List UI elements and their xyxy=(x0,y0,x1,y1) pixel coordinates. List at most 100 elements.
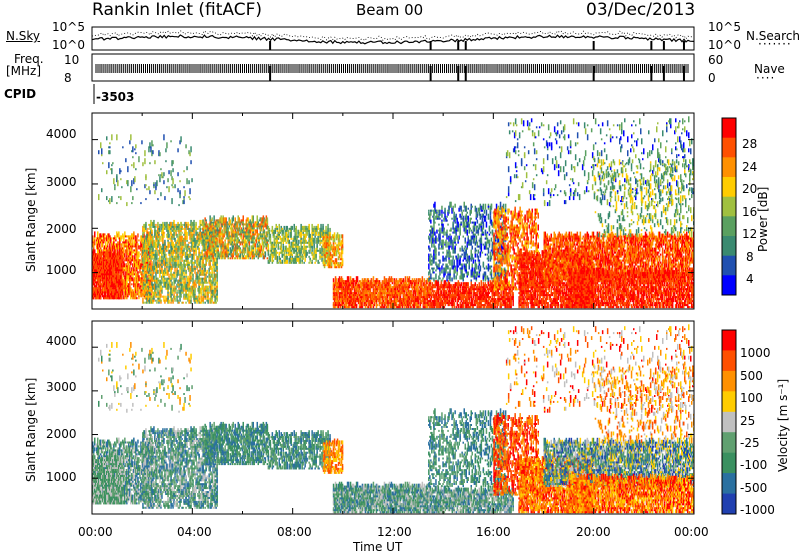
power-cell xyxy=(96,257,98,260)
power-cell xyxy=(112,287,114,290)
velocity-cell xyxy=(144,476,146,481)
power-cell xyxy=(95,293,97,300)
power-cell xyxy=(128,265,130,270)
velocity-cell xyxy=(124,482,126,485)
power-cell xyxy=(147,259,149,266)
power-cbar-tick-8: 8 xyxy=(746,250,754,264)
velocity-cell xyxy=(115,496,117,501)
velocity-cell xyxy=(131,449,133,456)
velocity-cell xyxy=(150,445,152,450)
velocity-cell xyxy=(120,484,122,487)
velocity-cell xyxy=(100,455,102,458)
power-cell xyxy=(116,243,118,248)
velocity-cell xyxy=(106,492,108,495)
power-cell xyxy=(143,245,145,252)
power-cell xyxy=(111,261,113,266)
velocity-cell xyxy=(93,455,95,462)
power-cell xyxy=(121,257,123,260)
power-cell xyxy=(93,287,95,290)
power-ytick-3000: 3000 xyxy=(46,175,77,189)
power-cell xyxy=(102,251,104,256)
velocity-cell xyxy=(99,439,101,446)
power-cell xyxy=(138,251,140,258)
velocity-cell xyxy=(106,441,108,444)
velocity-cell xyxy=(96,461,98,464)
power-cell xyxy=(150,247,152,250)
velocity-cell xyxy=(117,500,119,503)
power-cell xyxy=(138,275,140,282)
velocity-cell xyxy=(150,487,152,491)
power-cell xyxy=(92,275,94,278)
power-cell xyxy=(110,285,112,292)
velocity-cell xyxy=(155,485,157,488)
power-cell xyxy=(155,293,157,296)
power-cell xyxy=(134,253,136,256)
power-cell xyxy=(118,271,120,274)
velocity-cell xyxy=(100,478,102,481)
velocity-cell xyxy=(154,434,156,440)
power-cell xyxy=(130,235,132,240)
power-cell xyxy=(139,259,141,262)
velocity-cell xyxy=(124,474,126,477)
velocity-cell xyxy=(145,500,147,503)
velocity-cell xyxy=(142,491,144,495)
velocity-cell xyxy=(107,443,109,448)
power-cell xyxy=(180,233,182,236)
power-cell xyxy=(148,231,150,236)
velocity-cbar-tick-25: 25 xyxy=(740,414,755,428)
power-cell xyxy=(100,267,102,270)
power-cell xyxy=(156,253,158,256)
power-cell xyxy=(100,263,102,266)
power-cell xyxy=(100,247,102,250)
power-cell xyxy=(105,273,107,276)
power-cell xyxy=(101,243,103,248)
velocity-cell xyxy=(100,463,102,466)
power-cell xyxy=(136,257,138,260)
power-cell xyxy=(149,247,151,254)
power-cell xyxy=(134,277,136,282)
power-cell xyxy=(121,289,123,292)
velocity-cell xyxy=(173,477,175,480)
velocity-cell xyxy=(149,500,151,505)
velocity-cell xyxy=(102,490,104,493)
velocity-cell xyxy=(106,453,108,456)
velocity-cell xyxy=(184,483,186,490)
power-cell xyxy=(124,253,126,258)
power-cell xyxy=(96,245,98,248)
power-cell xyxy=(117,255,119,262)
velocity-cell xyxy=(149,443,151,450)
power-cell xyxy=(180,293,182,296)
velocity-cell xyxy=(147,502,149,507)
velocity-cell xyxy=(115,488,117,495)
velocity-cell xyxy=(123,484,125,491)
power-cell xyxy=(114,293,116,296)
velocity-cell xyxy=(142,473,144,478)
power-cell xyxy=(140,245,142,252)
velocity-cell xyxy=(150,447,152,454)
velocity-cell xyxy=(126,463,128,467)
velocity-cell xyxy=(146,451,148,456)
velocity-cell xyxy=(153,463,155,466)
power-cell xyxy=(165,247,167,250)
velocity-cell xyxy=(152,504,154,507)
power-cell xyxy=(140,289,142,292)
power-cell xyxy=(139,247,141,250)
velocity-cell xyxy=(113,486,115,489)
power-cell xyxy=(128,285,130,288)
power-cell xyxy=(106,267,108,270)
power-cell xyxy=(142,279,144,284)
power-cell xyxy=(115,293,117,300)
velocity-cell xyxy=(99,455,101,460)
power-cell xyxy=(168,233,170,238)
velocity-cell xyxy=(136,463,138,466)
power-cell xyxy=(101,253,103,260)
velocity-cell xyxy=(152,445,154,452)
power-cell xyxy=(168,299,170,304)
velocity-cell xyxy=(186,438,188,442)
velocity-cell xyxy=(112,463,114,466)
velocity-cell xyxy=(103,488,105,491)
velocity-cell xyxy=(100,471,102,473)
velocity-cell xyxy=(93,449,95,454)
velocity-cell xyxy=(102,476,104,483)
velocity-cell xyxy=(130,455,132,462)
